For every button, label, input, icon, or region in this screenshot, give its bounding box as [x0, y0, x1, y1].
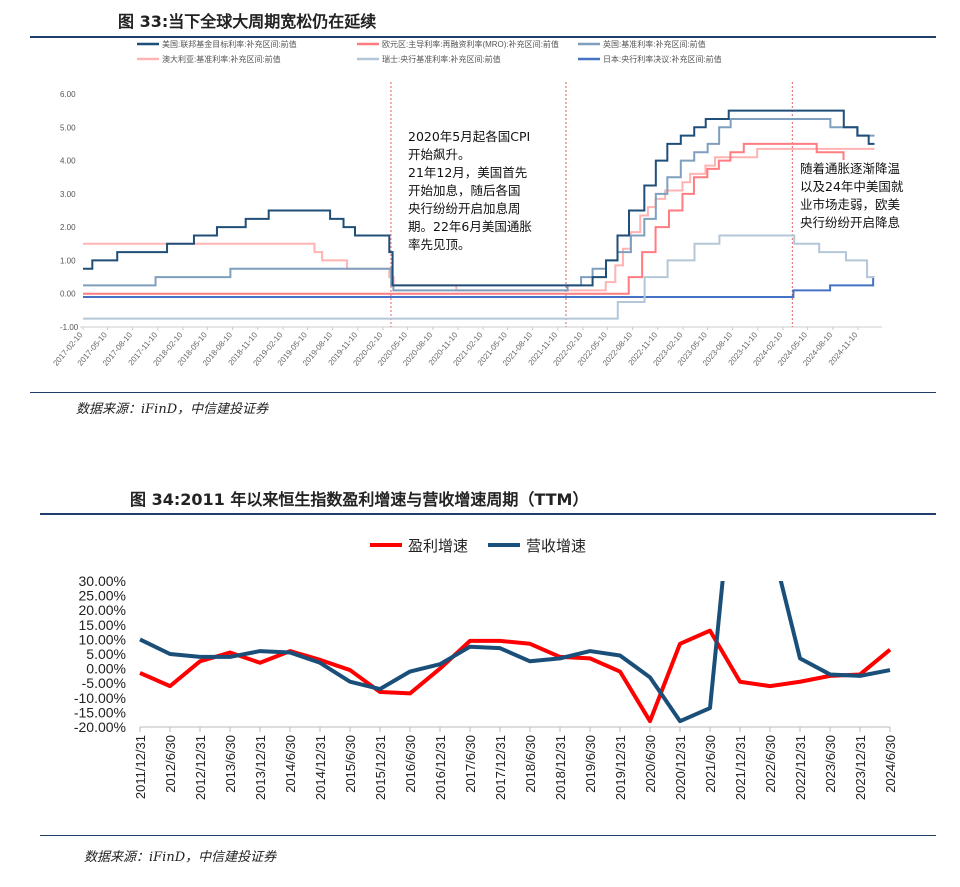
fig33-title: 图 33:当下全球大周期宽松仍在延续 — [118, 12, 377, 31]
annotation-line: 央行纷纷开启加息周 — [408, 201, 521, 216]
fig33-bottom-rule — [30, 392, 936, 393]
y-tick-label: -1.00 — [60, 323, 79, 332]
legend-label: 英国:基准利率:补充区间:前值 — [603, 40, 706, 49]
x-tick-label: 2015/6/30 — [343, 735, 358, 793]
annotation-line: 期。22年6月美国通胀 — [408, 219, 532, 234]
y-tick-label: 1.00 — [60, 256, 76, 265]
y-tick-label: 20.00% — [79, 602, 126, 618]
x-tick-label: 2021/12/31 — [733, 735, 748, 800]
x-tick-label: 2015/12/31 — [373, 735, 388, 800]
legend-label: 营收增速 — [526, 538, 586, 555]
x-tick-label: 2016/12/31 — [433, 735, 448, 800]
annotation-line: 以及24年中美国就 — [800, 179, 904, 194]
x-tick-label: 2014/12/31 — [313, 735, 328, 800]
annotation-line: 2020年5月起各国CPI — [408, 129, 531, 144]
y-tick-label: 5.00% — [86, 646, 126, 662]
x-tick-label: 2023/6/30 — [823, 735, 838, 793]
y-tick-label: 3.00 — [60, 190, 76, 199]
annotation-line: 央行纷纷开启降息 — [800, 215, 901, 230]
series-line — [83, 276, 875, 299]
x-tick-label: 2022/12/31 — [793, 735, 808, 800]
x-tick-label: 2019/12/31 — [613, 735, 628, 800]
y-tick-label: -20.00% — [74, 719, 126, 735]
series-line — [83, 234, 875, 320]
legend-label: 日本:央行利率决议:补充区间:前值 — [603, 54, 722, 64]
y-tick-label: 6.00 — [60, 90, 76, 99]
x-tick-label: 2011/12/31 — [133, 735, 148, 799]
annotation-line: 21年12月，美国首先 — [408, 165, 528, 180]
annotation-line: 业市场走弱，欧美 — [800, 197, 901, 212]
y-tick-label: 2.00 — [60, 223, 76, 232]
x-tick-label: 2019/6/30 — [583, 735, 598, 793]
fig34-bottom-rule — [40, 835, 936, 836]
x-tick-label: 2017/12/31 — [493, 735, 508, 800]
series-line — [83, 109, 875, 287]
legend-label: 澳大利亚:基准利率:补充区间:前值 — [162, 54, 281, 64]
fig33-annotation-1: 2020年5月起各国CPI 开始飙升。 21年12月，美国首先 开始加息，随后各国 央行… — [408, 128, 532, 254]
x-tick-label: 2018/12/31 — [553, 735, 568, 800]
y-tick-label: 30.00% — [79, 573, 126, 589]
x-tick-label: 2021/6/30 — [703, 735, 718, 793]
x-tick-label: 2012/6/30 — [163, 735, 178, 793]
y-tick-label: -5.00% — [82, 675, 126, 691]
y-tick-label: 0.00% — [86, 661, 126, 677]
legend-label: 瑞士:央行基准利率:补充区间:前值 — [382, 54, 501, 64]
x-tick-label: 2023/12/31 — [853, 735, 868, 800]
annotation-line: 随着通胀逐渐降温 — [800, 161, 901, 176]
annotation-line: 开始加息，随后各国 — [408, 183, 521, 198]
x-tick-label: 2024/6/30 — [883, 735, 898, 793]
x-tick-label: 2022/6/30 — [763, 735, 778, 793]
y-tick-label: 0.00 — [60, 290, 76, 299]
fig34-source: 数据来源：iFinD，中信建投证券 — [84, 850, 277, 865]
fig33-top-rule — [30, 36, 936, 38]
annotation-line: 开始飙升。 — [408, 147, 471, 162]
x-tick-label: 2018/6/30 — [523, 735, 538, 793]
x-tick-label: 2017/6/30 — [463, 735, 478, 793]
fig34-title: 图 34:2011 年以来恒生指数盈利增速与营收增速周期（TTM） — [130, 490, 589, 509]
y-tick-label: -15.00% — [74, 704, 126, 720]
y-tick-label: 15.00% — [79, 617, 126, 633]
x-tick-label: 2013/12/31 — [253, 735, 268, 800]
y-tick-label: -10.00% — [74, 690, 126, 706]
y-tick-label: 10.00% — [79, 631, 126, 647]
x-tick-label: 2020/6/30 — [643, 735, 658, 793]
x-tick-label: 2016/6/30 — [403, 735, 418, 793]
fig33-annotation-2: 随着通胀逐渐降温 以及24年中美国就 业市场走弱，欧美 央行纷纷开启降息 — [800, 160, 904, 232]
annotation-line: 率先见顶。 — [408, 237, 471, 252]
series-line — [139, 581, 891, 724]
y-tick-label: 25.00% — [79, 588, 126, 604]
fig34-chart: 盈利增速 营收增速 30.00%25.00%20.00%15.00%10.00%5.… — [74, 538, 898, 800]
fig33-chart: 美国:联邦基金目标利率:补充区间:前值 欧元区:主导利率:再融资利率(MRO):补… — [51, 40, 882, 368]
legend-label: 盈利增速 — [408, 538, 468, 555]
x-tick-label: 2014/6/30 — [283, 735, 298, 793]
x-tick-label: 2020/12/31 — [673, 735, 688, 800]
series-line — [139, 628, 892, 724]
y-tick-label: 4.00 — [60, 157, 76, 166]
x-tick-label: 2013/6/30 — [223, 735, 238, 793]
x-tick-label: 2012/12/31 — [193, 735, 208, 800]
y-tick-label: 5.00 — [60, 123, 76, 132]
legend-label: 美国:联邦基金目标利率:补充区间:前值 — [162, 40, 297, 49]
fig33-source: 数据来源：iFinD，中信建投证券 — [76, 402, 269, 417]
legend-label: 欧元区:主导利率:再融资利率(MRO):补充区间:前值 — [382, 40, 559, 49]
fig34-top-rule — [40, 513, 936, 515]
